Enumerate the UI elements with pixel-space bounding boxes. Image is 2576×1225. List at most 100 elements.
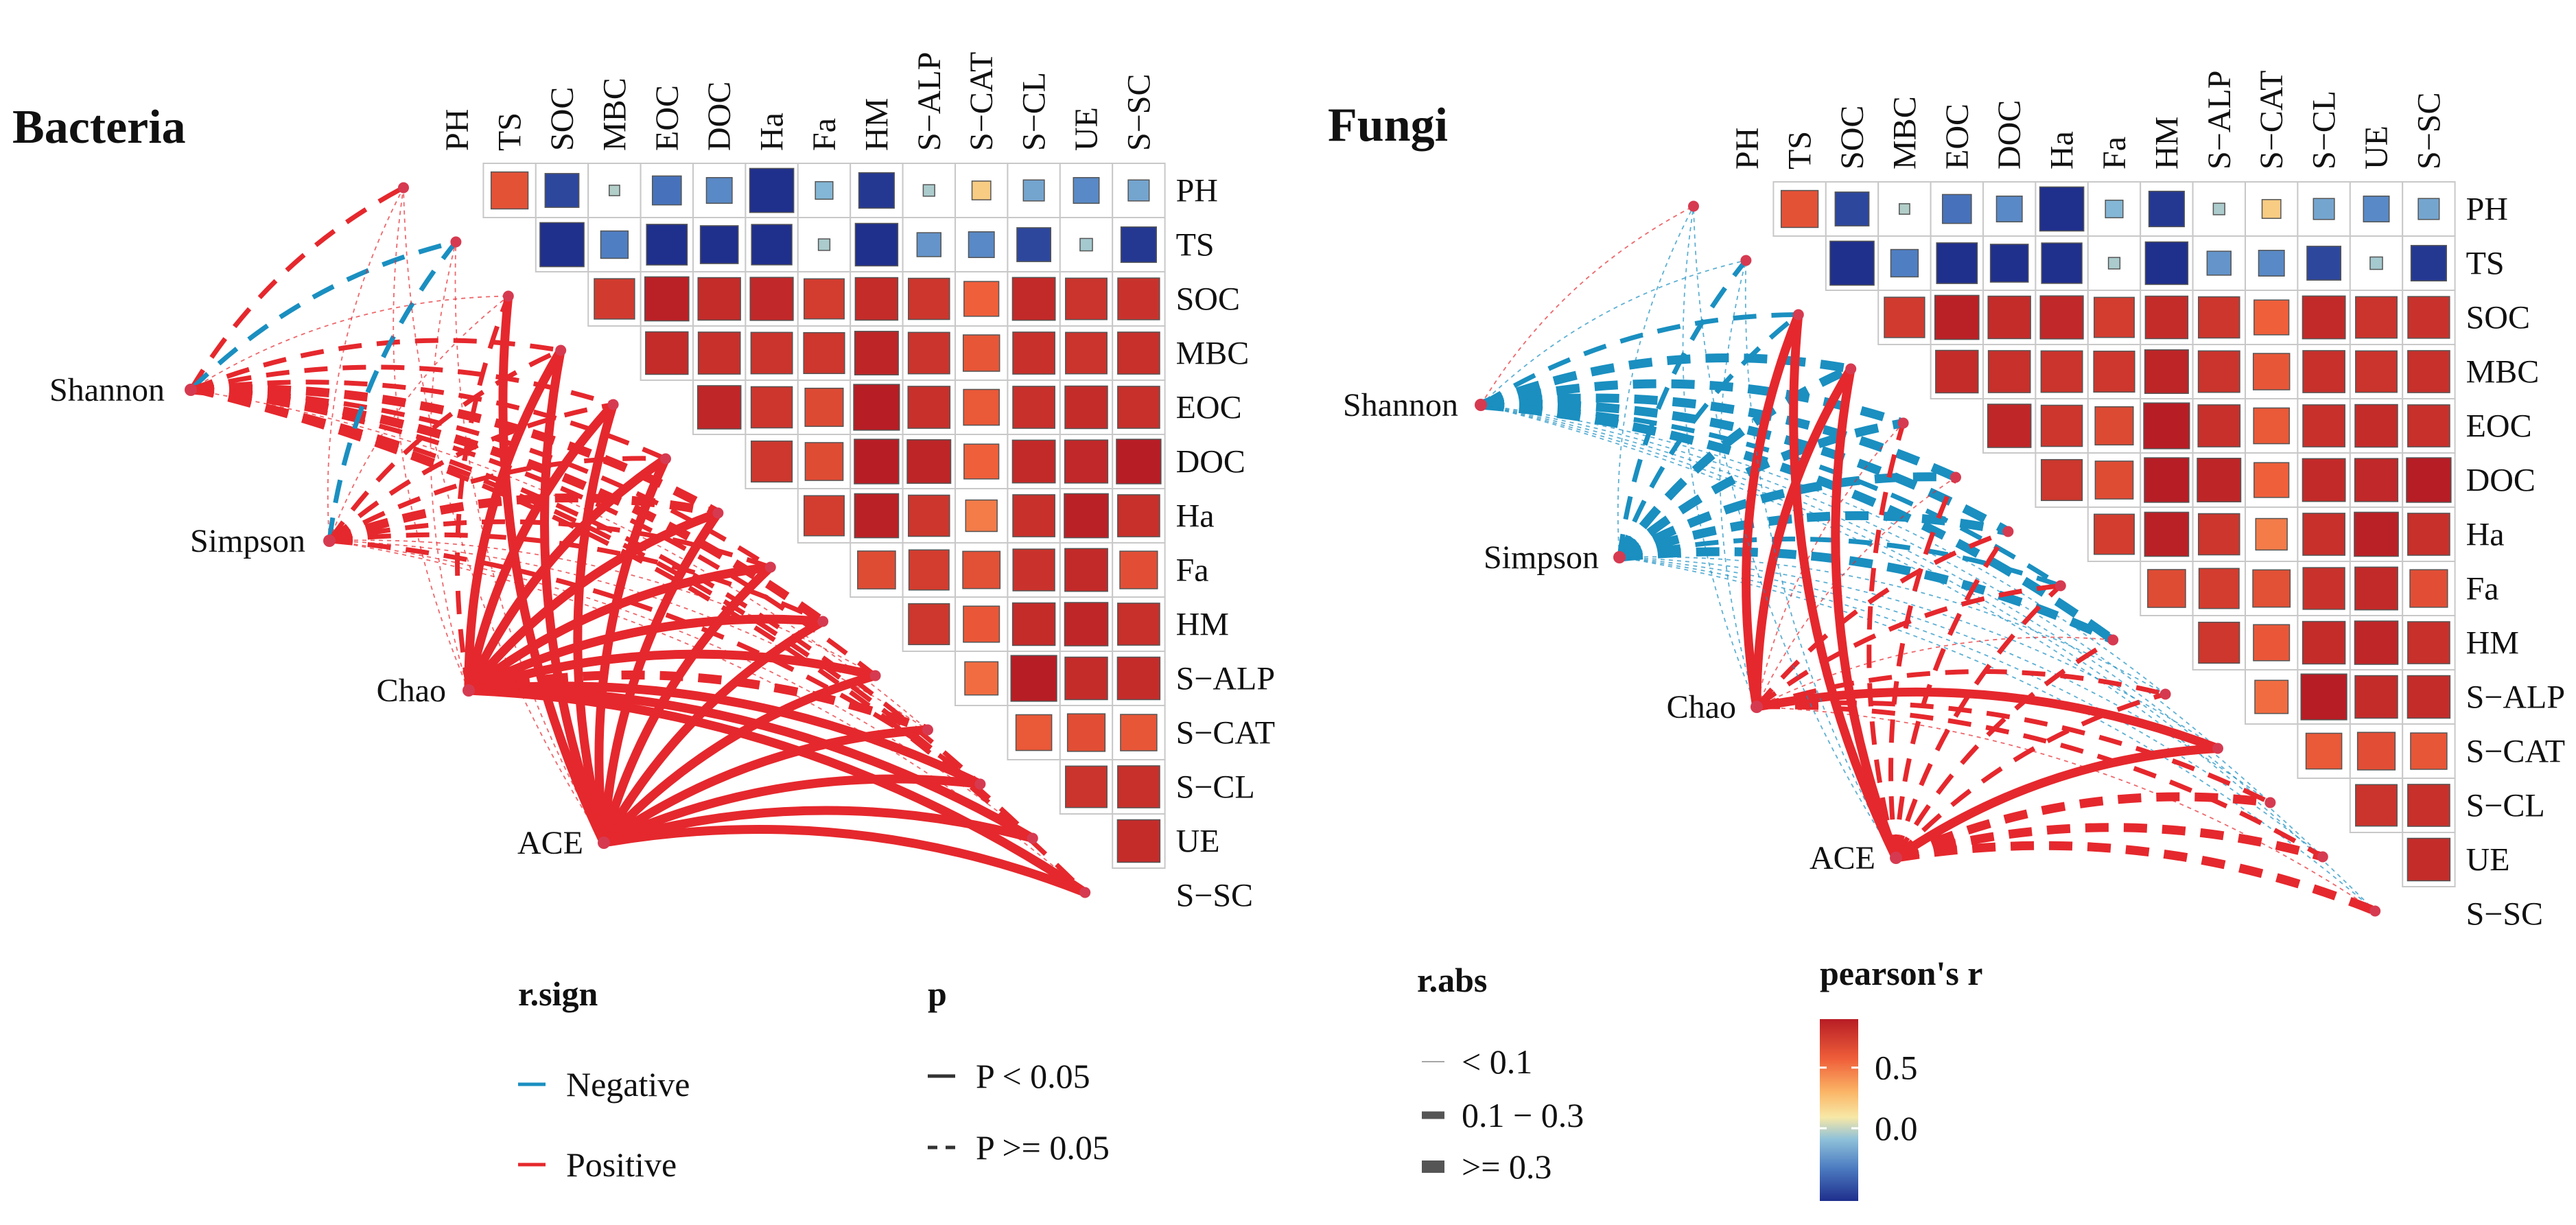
column-label: S−CL — [1016, 72, 1053, 151]
heatmap-cell-EOC-S−SC — [2407, 404, 2450, 447]
column-label: MBC — [1886, 96, 1923, 170]
heatmap-cell-Fa-S−ALP — [2198, 568, 2240, 609]
heatmap-cell-TS-HM — [2144, 241, 2189, 285]
heatmap-cell-Fa-UE — [2354, 566, 2398, 611]
index-label: Simpson — [190, 523, 305, 559]
heatmap-cell-EOC-S−CAT — [963, 388, 1000, 426]
heatmap-cell-Ha-S−CAT — [2255, 517, 2288, 551]
heatmap-cell-TS-EOC — [1936, 242, 1978, 284]
row-label: MBC — [2466, 354, 2540, 390]
row-label: EOC — [2466, 408, 2532, 445]
heatmap-cell-PH-SOC — [544, 173, 580, 208]
variable-node — [2054, 580, 2066, 592]
heatmap-cell-SOC-Ha — [749, 277, 794, 321]
column-label: PH — [1729, 128, 1766, 170]
heatmap-cell-PH-S−ALP — [2212, 202, 2225, 215]
column-label: MBC — [596, 78, 633, 151]
heatmap-cell-Ha-S−CL — [2302, 513, 2345, 556]
index-label: Chao — [1667, 689, 1736, 725]
link-Shannon-S−SC — [1480, 404, 2376, 912]
legend-r-sign: r.sign Negative Positive — [518, 975, 690, 1184]
bacteria-panel: Bacteria PH TS SOC MBC EOC DOC Ha Fa HM S−ALP S−CA… — [12, 52, 1275, 914]
heatmap-cell-HM-S−CL — [2302, 620, 2346, 665]
heatmap-cell-DOC-S−CL — [1011, 439, 1056, 484]
link-Chao-MBC — [1752, 366, 1855, 708]
heatmap-cell-PH-HM — [858, 172, 895, 209]
link-Shannon-S−CL — [190, 387, 982, 786]
variable-node — [869, 670, 881, 681]
link-Chao-Fa — [1755, 583, 2061, 709]
heatmap-cell-S−ALP-S−SC — [1116, 656, 1161, 701]
link-Chao-S−ALP — [1755, 669, 2166, 710]
row-label: SOC — [2466, 300, 2530, 336]
link-Simpson-SOC — [329, 295, 509, 541]
heatmap-cell-TS-S−CAT — [2258, 250, 2285, 277]
link-ACE-Fa — [599, 563, 774, 844]
row-label: EOC — [1176, 390, 1242, 426]
heatmap-cell-PH-MBC — [609, 185, 620, 196]
heatmap-cell-Fa-S−CL — [2302, 567, 2345, 610]
link-Shannon-Ha — [1480, 399, 2011, 536]
legend-item-negative: Negative — [566, 1065, 690, 1104]
legend-item-abs-low: < 0.1 — [1462, 1042, 1532, 1081]
link-Shannon-UE — [190, 387, 1035, 841]
heatmap-cell-Fa-S−SC — [1119, 550, 1158, 590]
heatmap-cell-PH-Ha — [749, 167, 795, 213]
column-label: DOC — [1991, 100, 2028, 170]
heatmap-cell-TS-S−CL — [2306, 246, 2342, 281]
link-Shannon-Fa — [190, 387, 772, 570]
link-ACE-PH — [1693, 206, 1897, 859]
column-label: S−CL — [2306, 91, 2343, 170]
link-Shannon-DOC — [190, 380, 667, 461]
heatmap-cell-S−CAT-UE — [1066, 713, 1106, 752]
link-Simpson-MBC — [1615, 364, 1853, 560]
legend-title: r.abs — [1417, 961, 1487, 999]
heatmap-cell-DOC-S−CAT — [963, 443, 1000, 480]
column-label: DOC — [701, 82, 738, 151]
column-label: UE — [1068, 107, 1105, 151]
link-ACE-S−ALP — [600, 671, 877, 846]
link-ACE-Ha — [1893, 530, 2011, 859]
heatmap-cell-TS-DOC — [1989, 244, 2029, 283]
heatmap-cell-SOC-HM — [2144, 295, 2189, 340]
heatmap-cell-TS-DOC — [699, 225, 739, 264]
heatmap-cell-EOC-HM — [853, 384, 900, 431]
link-Shannon-TS — [189, 240, 457, 392]
heatmap-cell-MBC-UE — [2355, 350, 2398, 393]
heatmap-cell-MBC-Fa — [803, 331, 845, 375]
heatmap-cell-TS-HM — [854, 222, 899, 267]
row-label: Ha — [2466, 517, 2505, 553]
heatmap-cell-Fa-HM — [857, 550, 896, 590]
heatmap-cell-UE-S−SC — [2407, 837, 2451, 882]
variable-node — [1688, 200, 1699, 212]
column-label: SOC — [544, 87, 581, 151]
heatmap-cell-PH-S−CL — [2312, 198, 2335, 220]
link-Simpson-EOC — [327, 402, 614, 543]
heatmap-cell-DOC-UE — [2354, 458, 2399, 502]
link-Chao-PH — [393, 187, 469, 691]
heatmap-cell-MBC-S−CL — [1012, 331, 1055, 375]
link-Chao-DOC — [1756, 476, 1956, 708]
variable-node — [1950, 471, 1961, 483]
column-label: Fa — [2096, 137, 2133, 170]
link-Chao-EOC — [464, 401, 617, 692]
link-Shannon-S−CAT — [1480, 404, 2218, 749]
heatmap-cell-DOC-S−CAT — [2253, 462, 2290, 498]
variable-node — [764, 561, 776, 573]
legend-p: p P < 0.05 P >= 0.05 — [928, 975, 1110, 1167]
heatmap-cell-HM-S−ALP — [2198, 621, 2240, 664]
heatmap-cell-HM-S−SC — [1117, 603, 1160, 646]
heatmap-cell-S−CAT-S−SC — [2410, 732, 2448, 770]
link-Shannon-HM — [1480, 400, 2116, 644]
link-ACE-TS — [1744, 260, 1897, 859]
heatmap-cell-SOC-S−SC — [2407, 296, 2450, 339]
variable-node — [2317, 851, 2328, 863]
heatmap-cell-S−CAT-S−SC — [1120, 714, 1158, 751]
heatmap-cell-MBC-S−ALP — [907, 331, 950, 375]
heatmap-cell-PH-TS — [1780, 189, 1819, 229]
colorbar-ticks: 0.5 0.0 — [1820, 1049, 1918, 1147]
link-ACE-MBC — [1831, 368, 1901, 860]
heatmap-cell-S−CL-S−SC — [2407, 784, 2450, 827]
link-Shannon-TS — [1480, 259, 1746, 406]
heatmap-cell-MBC-DOC — [697, 331, 741, 375]
